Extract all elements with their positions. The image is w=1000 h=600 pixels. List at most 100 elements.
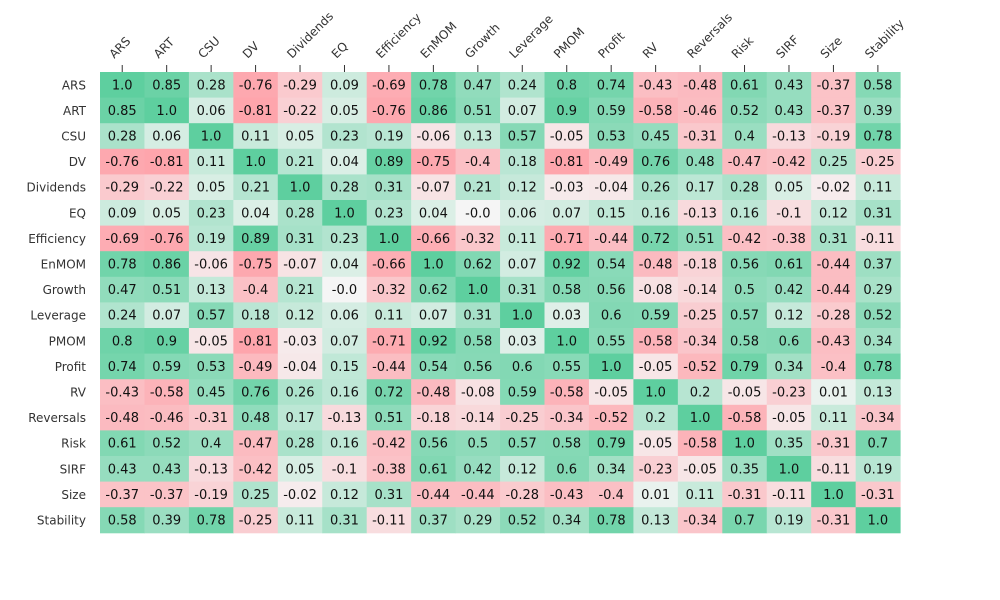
cell-value-label: 0.15 [597, 206, 626, 221]
cell-value-label: -0.05 [550, 130, 584, 145]
cell-value-label: -0.22 [283, 104, 317, 119]
heatmap-cell [544, 148, 590, 175]
cell-value-label: 0.11 [374, 309, 403, 324]
heatmap-cell [588, 148, 634, 175]
cell-value-label: 0.21 [286, 283, 315, 298]
heatmap-cell [500, 174, 545, 201]
cell-value-label: 0.74 [108, 360, 137, 375]
cell-value-label: 0.17 [686, 181, 715, 196]
cell-value-label: 0.13 [641, 514, 670, 529]
cell-value-label: 0.28 [197, 78, 226, 93]
heatmap-cell [144, 456, 190, 483]
heatmap-cell [233, 97, 279, 124]
heatmap-cell [766, 404, 812, 431]
heatmap-cell [100, 481, 145, 508]
heatmap-cell [100, 148, 145, 175]
row-label: Risk [61, 437, 86, 451]
cell-value-label: -0.32 [461, 232, 495, 247]
heatmap-cell [811, 379, 857, 406]
cell-value-label: 0.59 [152, 360, 181, 375]
heatmap-cell [633, 379, 679, 406]
row-labels: ARS ART CSU DV Dividends EQ Efficiency EnMOM Gro… [27, 78, 87, 527]
heatmap-cell [411, 123, 457, 150]
heatmap-cell [144, 72, 190, 99]
heatmap-cell [144, 302, 190, 329]
cell-value-label: 0.52 [152, 437, 181, 452]
cell-value-label: 0.54 [419, 360, 448, 375]
cell-value-label: 0.29 [863, 283, 892, 298]
heatmap-cell [677, 251, 723, 278]
heatmap-cell [455, 97, 501, 124]
cell-value-label: 0.59 [508, 386, 537, 401]
heatmap-cell [855, 481, 901, 508]
heatmap-cell [855, 276, 901, 303]
cell-value-label: 0.57 [730, 309, 759, 324]
cell-value-label: 0.04 [419, 206, 448, 221]
cell-value-label: 0.86 [419, 104, 448, 119]
cell-value-label: 0.04 [330, 258, 359, 273]
heatmap-cell [100, 456, 145, 483]
heatmap-cell [277, 174, 323, 201]
heatmap-cell [322, 328, 368, 355]
heatmap-cell [677, 72, 723, 99]
heatmap-cell [366, 328, 412, 355]
cell-value-label: -0.08 [461, 386, 495, 401]
heatmap-cell [722, 404, 768, 431]
heatmap-cell [144, 481, 190, 508]
heatmap-cell [633, 123, 679, 150]
heatmap-cell [322, 123, 368, 150]
heatmap-cell [588, 353, 634, 380]
heatmap-cell [633, 174, 679, 201]
cell-value-label: 0.25 [819, 155, 848, 170]
cell-value-label: -0.4 [598, 488, 623, 503]
cell-value-label: -0.38 [372, 462, 406, 477]
heatmap-cell [811, 353, 857, 380]
cell-value-label: -0.31 [861, 488, 895, 503]
cell-value-label: 0.35 [775, 437, 804, 452]
cell-value-label: -0.13 [194, 462, 228, 477]
heatmap-cell [366, 123, 412, 150]
cell-value-label: 0.5 [734, 283, 755, 298]
heatmap-cell [233, 507, 279, 534]
cell-value-label: 0.85 [152, 78, 181, 93]
heatmap-cell [366, 481, 412, 508]
cell-value-label: -0.05 [194, 334, 228, 349]
heatmap-cell [322, 507, 368, 534]
cell-value-label: 1.0 [868, 514, 889, 529]
heatmap-cell [144, 97, 190, 124]
heatmap-cell [411, 225, 457, 252]
heatmap-cell [322, 276, 368, 303]
heatmap-cell [366, 404, 412, 431]
heatmap-cell [855, 123, 901, 150]
cell-value-label: -0.31 [728, 488, 762, 503]
row-label: PMOM [49, 334, 86, 348]
heatmap-cell [233, 276, 279, 303]
heatmap-cell [100, 174, 145, 201]
heatmap-cell [144, 379, 190, 406]
heatmap-cell [322, 379, 368, 406]
heatmap-cell [144, 404, 190, 431]
heatmap-cell [277, 430, 323, 457]
heatmap-cell [277, 404, 323, 431]
cell-value-label: 0.76 [641, 155, 670, 170]
cell-value-label: -0.1 [776, 206, 801, 221]
heatmap-cell [411, 404, 457, 431]
cell-value-label: -0.02 [817, 181, 851, 196]
heatmap-cell [100, 276, 145, 303]
cell-value-label: 0.23 [197, 206, 226, 221]
cell-value-label: 0.11 [286, 514, 315, 529]
cell-value-label: 0.04 [241, 206, 270, 221]
heatmap-cell [766, 251, 812, 278]
heatmap-cell [722, 302, 768, 329]
heatmap-cell [277, 379, 323, 406]
cell-value-label: -0.58 [639, 334, 673, 349]
heatmap-cell [455, 225, 501, 252]
heatmap-cell [633, 353, 679, 380]
heatmap-cell [188, 97, 234, 124]
cell-value-label: 0.57 [508, 130, 537, 145]
cell-value-label: 1.0 [201, 130, 222, 145]
cell-value-label: 0.06 [197, 104, 226, 119]
cell-value-label: 0.58 [730, 334, 759, 349]
heatmap-cell [188, 481, 234, 508]
heatmap-cell [722, 379, 768, 406]
